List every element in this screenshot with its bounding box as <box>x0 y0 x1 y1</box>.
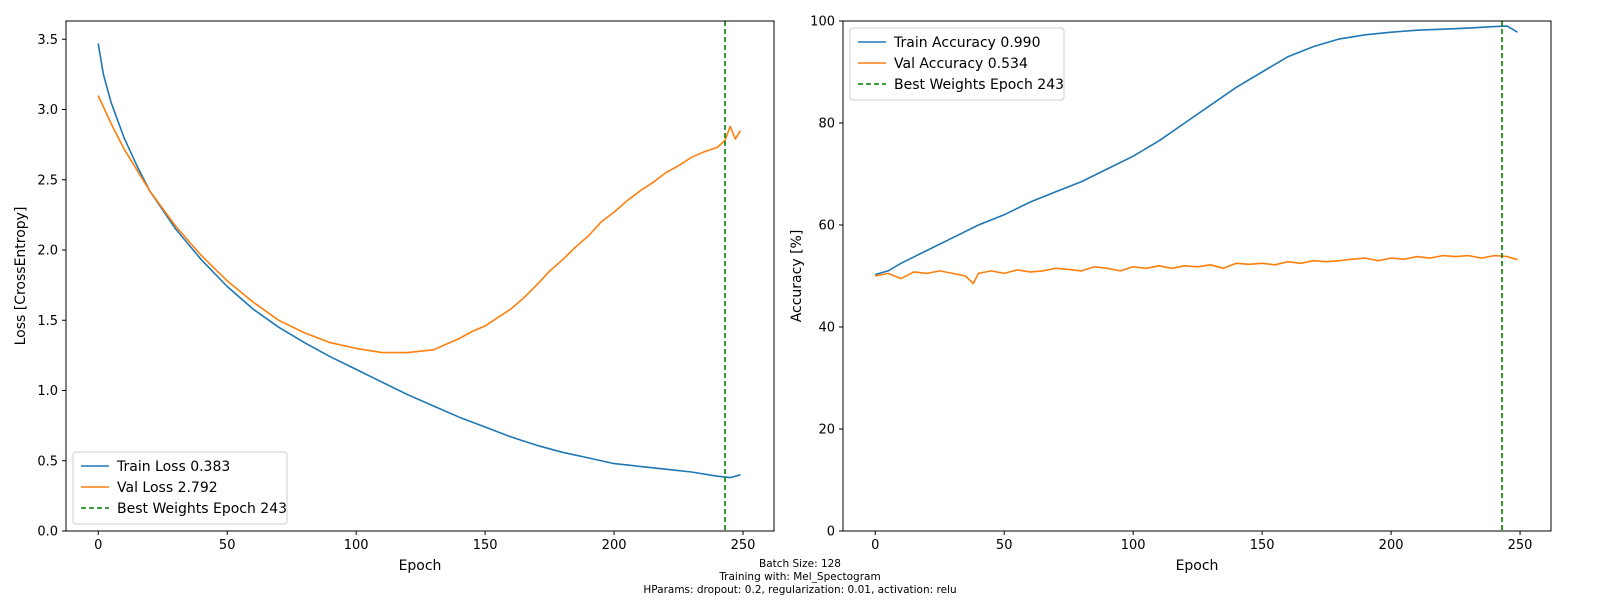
x-tick-label: 0 <box>94 538 102 553</box>
y-axis-label: Accuracy [%] <box>789 230 805 323</box>
accuracy-chart: 0 50 100 150 200 250 0 20 40 60 80 100 Epoch Accuracy… <box>789 15 1552 574</box>
x-tick-label: 0 <box>871 538 879 553</box>
legend-label: Best Weights Epoch 243 <box>117 501 287 517</box>
legend-label: Train Accuracy 0.990 <box>893 35 1041 51</box>
x-tick-label: 100 <box>344 538 369 553</box>
x-tick-label: 200 <box>602 538 627 553</box>
y-tick-label: 0.5 <box>37 454 58 469</box>
y-tick-label: 40 <box>818 321 835 336</box>
y-tick-label: 100 <box>810 15 835 30</box>
caption-batch-size: Batch Size: 128 <box>759 558 841 570</box>
y-tick-label: 20 <box>818 423 835 438</box>
x-tick-label: 250 <box>731 538 756 553</box>
axes-frame <box>842 20 1552 532</box>
legend-label: Val Loss 2.792 <box>117 480 218 496</box>
axes-frame <box>65 20 775 532</box>
y-tick-label: 2.5 <box>37 173 58 188</box>
y-tick-label: 2.0 <box>37 244 58 259</box>
x-tick-label: 50 <box>996 538 1013 553</box>
y-tick-label: 80 <box>818 117 835 132</box>
x-axis-label: Epoch <box>399 558 442 574</box>
caption-hparams: HParams: dropout: 0.2, regularization: 0… <box>643 584 956 596</box>
loss-chart: 0 50 100 150 200 250 0.0 0.5 1.0 1.5 2.0 2.5 3.0 3.5 E… <box>13 20 775 574</box>
series-line-val <box>875 254 1518 285</box>
y-tick-label: 0.0 <box>37 525 58 540</box>
series-line-train <box>874 25 1518 276</box>
y-tick-label: 3.5 <box>37 33 58 48</box>
legend: Train Loss 0.383 Val Loss 2.792 Best Weigh… <box>72 451 288 525</box>
x-tick-label: 150 <box>473 538 498 553</box>
series-line-train <box>97 43 741 479</box>
series-line-val <box>97 95 742 354</box>
legend-label: Train Loss 0.383 <box>116 459 230 475</box>
legend-label: Best Weights Epoch 243 <box>894 77 1064 93</box>
x-tick-label: 200 <box>1379 538 1404 553</box>
y-tick-label: 0 <box>827 525 835 540</box>
y-axis-label: Loss [CrossEntropy] <box>13 207 29 346</box>
x-axis-label: Epoch <box>1176 558 1219 574</box>
x-tick-label: 250 <box>1508 538 1533 553</box>
x-tick-label: 150 <box>1250 538 1275 553</box>
y-tick-label: 1.0 <box>37 384 58 399</box>
x-tick-label: 100 <box>1121 538 1146 553</box>
legend: Train Accuracy 0.990 Val Accuracy 0.534 Be… <box>849 27 1065 101</box>
y-tick-label: 60 <box>818 219 835 234</box>
y-tick-label: 3.0 <box>37 103 58 118</box>
y-tick-label: 1.5 <box>37 314 58 329</box>
x-tick-label: 50 <box>219 538 236 553</box>
legend-label: Val Accuracy 0.534 <box>894 56 1028 72</box>
legend-box <box>72 451 288 525</box>
legend-box <box>849 27 1065 101</box>
caption-training-with: Training with: Mel_Spectogram <box>718 571 880 583</box>
